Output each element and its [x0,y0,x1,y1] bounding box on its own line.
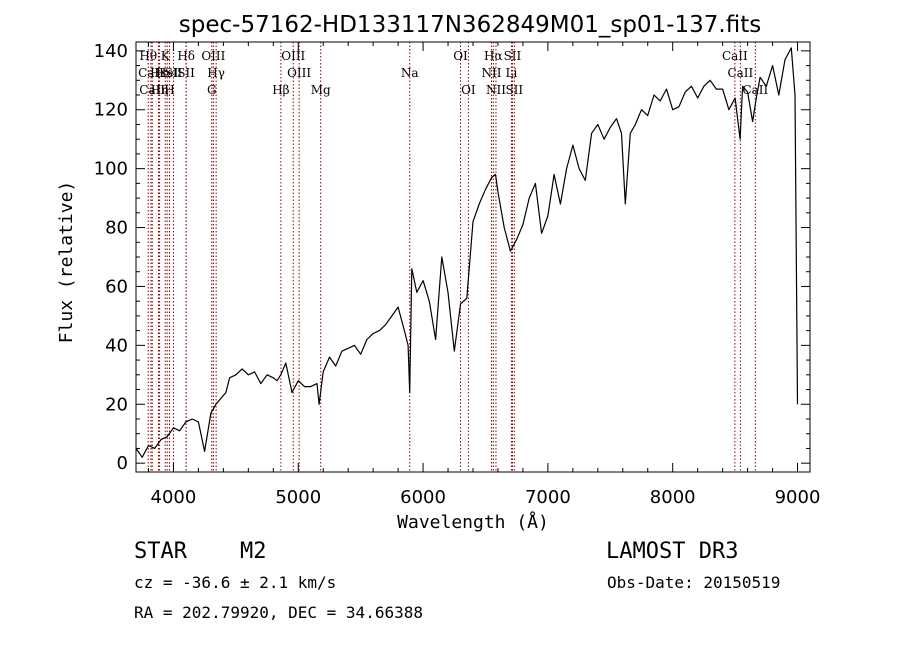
spectral-line-label: Na [401,66,419,80]
spectral-line-label: Mg [311,83,331,97]
spectral-line-label: CaII [138,66,164,80]
spectral-line-label: HeI [156,66,179,80]
y-tick-label: 140 [94,41,128,62]
axis-ticks: 4000 5000 6000 7000 8000 9000 0 20 40 60 80 100 120 1… [94,41,821,508]
spectral-line-label: NII [481,66,501,80]
spectral-line-label: Hβ [272,83,289,97]
spectral-line-label: K [161,49,171,63]
x-tick-label: 5000 [275,487,321,508]
x-tick-label: 4000 [151,487,197,508]
x-tick-label: 7000 [525,487,571,508]
spectral-line-label: OI [461,83,476,97]
spectral-line-label: SII [165,66,183,80]
y-tick-label: 80 [105,218,128,239]
spectral-line-label: NII [486,83,506,97]
spectral-line-label: OIII [287,66,311,80]
spectral-line-label: CaII [722,49,748,63]
spectral-line-label: SII [177,66,195,80]
spectral-line-label: G [207,83,217,97]
spectral-line-label: Li [506,66,518,80]
spectral-line-label: Hγ [207,66,225,80]
observation-date: Obs-Date: 20150519 [607,573,781,592]
spectral-line-label: OI [453,49,468,63]
spectral-line-label: SII [504,49,522,63]
object-subclass: M2 [240,539,267,564]
y-tick-label: 40 [105,335,128,356]
survey-name: LAMOST DR3 [606,539,739,564]
spectral-line-label: Hη [151,83,169,97]
spectral-line-label: Hε [150,66,167,80]
redshift-velocity: cz = -36.6 ± 2.1 km/s [134,573,337,592]
y-tick-label: 60 [105,276,128,297]
chart-title: spec-57162-HD133117N362849M01_sp01-137.f… [179,12,761,38]
x-axis-label: Wavelength (Å) [397,511,549,533]
spectral-line-label: H [164,83,174,97]
spectral-line-label: CaII [727,66,753,80]
y-tick-label: 20 [105,394,128,415]
spectral-line-label: SII [505,83,523,97]
spectral-line-label: OIII [281,49,305,63]
y-axis-label: Flux (relative) [56,181,77,344]
spectral-line-label: CaII [139,83,165,97]
spectral-line-label: OIII [201,49,225,63]
x-tick-label: 8000 [650,487,696,508]
y-tick-label: 120 [94,100,128,121]
sky-coordinates: RA = 202.79920, DEC = 34.66388 [134,603,423,622]
x-tick-label: 6000 [400,487,446,508]
y-tick-label: 100 [94,159,128,180]
plot-frame [135,41,811,473]
spectral-line-label: Hα [484,49,503,63]
y-tick-label: 0 [117,453,128,474]
spectral-line-label: CaII [742,83,768,97]
spectrum-series [135,47,799,458]
spectrum-line-0 [135,47,799,458]
x-tick-label: 9000 [775,487,821,508]
object-class: STAR [134,539,187,564]
